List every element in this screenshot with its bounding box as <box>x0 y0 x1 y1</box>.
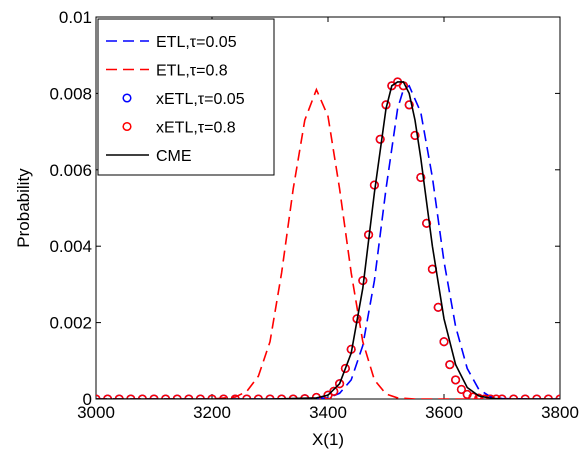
data-point <box>195 394 205 399</box>
data-point <box>375 134 385 144</box>
legend-label: xETL,τ=0.05 <box>156 91 245 108</box>
data-point <box>114 394 124 399</box>
data-point <box>445 360 455 370</box>
series-layer <box>96 77 560 399</box>
series-0 <box>96 84 560 399</box>
y-tick-label: 0.01 <box>59 8 92 27</box>
y-tick-label: 0 <box>83 390 92 409</box>
legend-item: xETL,τ=0.8 <box>122 120 236 137</box>
legend-item: ETL,τ=0.05 <box>106 34 237 51</box>
data-point <box>242 394 252 399</box>
series-line <box>96 84 560 399</box>
x-tick-label: 3400 <box>309 403 347 422</box>
x-tick-label: 3600 <box>425 403 463 422</box>
legend-label: xETL,τ=0.8 <box>156 120 236 137</box>
data-point <box>509 394 519 399</box>
data-point <box>520 394 530 399</box>
data-point <box>456 384 466 395</box>
legend-label: ETL,τ=0.05 <box>156 34 237 51</box>
y-tick-label: 0.006 <box>49 161 92 180</box>
data-point <box>532 394 542 399</box>
data-point <box>491 394 501 399</box>
data-point <box>230 394 240 399</box>
y-tick-label: 0.008 <box>49 84 92 103</box>
data-point <box>439 337 449 347</box>
data-point <box>335 379 345 389</box>
data-point <box>404 100 414 110</box>
data-point <box>126 394 136 399</box>
data-point <box>329 386 339 396</box>
data-point <box>288 394 298 399</box>
data-point <box>340 363 350 373</box>
x-tick-label: 3000 <box>77 403 115 422</box>
y-tick-label: 0.002 <box>49 314 92 333</box>
series-line <box>96 81 560 399</box>
legend-marker <box>122 93 132 103</box>
series-1 <box>96 87 560 399</box>
legend-box <box>97 18 275 176</box>
data-point <box>485 394 495 399</box>
data-point <box>207 394 217 399</box>
legend-marker <box>122 121 132 132</box>
data-point <box>422 218 432 228</box>
data-point <box>219 394 229 399</box>
data-point <box>451 375 461 385</box>
y-tick-label: 0.004 <box>49 237 92 256</box>
data-point <box>468 392 478 399</box>
data-point <box>184 394 194 399</box>
data-point <box>103 394 113 399</box>
legend-label: ETL,τ=0.8 <box>156 63 228 80</box>
series-line <box>96 87 560 399</box>
x-tick-label: 3200 <box>193 403 231 422</box>
data-point <box>543 394 553 399</box>
x-axis-label: X(1) <box>312 430 344 449</box>
legend-item: ETL,τ=0.8 <box>106 63 228 80</box>
x-tick-label: 3800 <box>541 403 579 422</box>
data-point <box>149 394 159 399</box>
data-point <box>172 394 182 399</box>
data-point <box>277 394 287 399</box>
data-point <box>161 394 171 399</box>
data-point <box>265 394 275 399</box>
data-point <box>410 130 420 140</box>
legend-label: CME <box>156 148 192 165</box>
data-point <box>474 393 484 399</box>
data-point <box>137 394 147 399</box>
legend-item: CME <box>106 148 192 165</box>
tick-labels: 3000 3200 3400 3600 3800 0 0.002 0.004 0.006 0.00… <box>49 8 578 422</box>
data-point <box>497 394 507 399</box>
data-point <box>416 172 426 182</box>
series-4 <box>96 81 560 399</box>
legend: ETL,τ=0.05 ETL,τ=0.8 xETL,τ=0.05 xETL,τ=0.8… <box>97 18 275 176</box>
data-point <box>253 394 263 399</box>
y-axis-label: Probability <box>14 168 33 248</box>
data-point <box>480 394 490 399</box>
legend-item: xETL,τ=0.05 <box>122 91 245 108</box>
